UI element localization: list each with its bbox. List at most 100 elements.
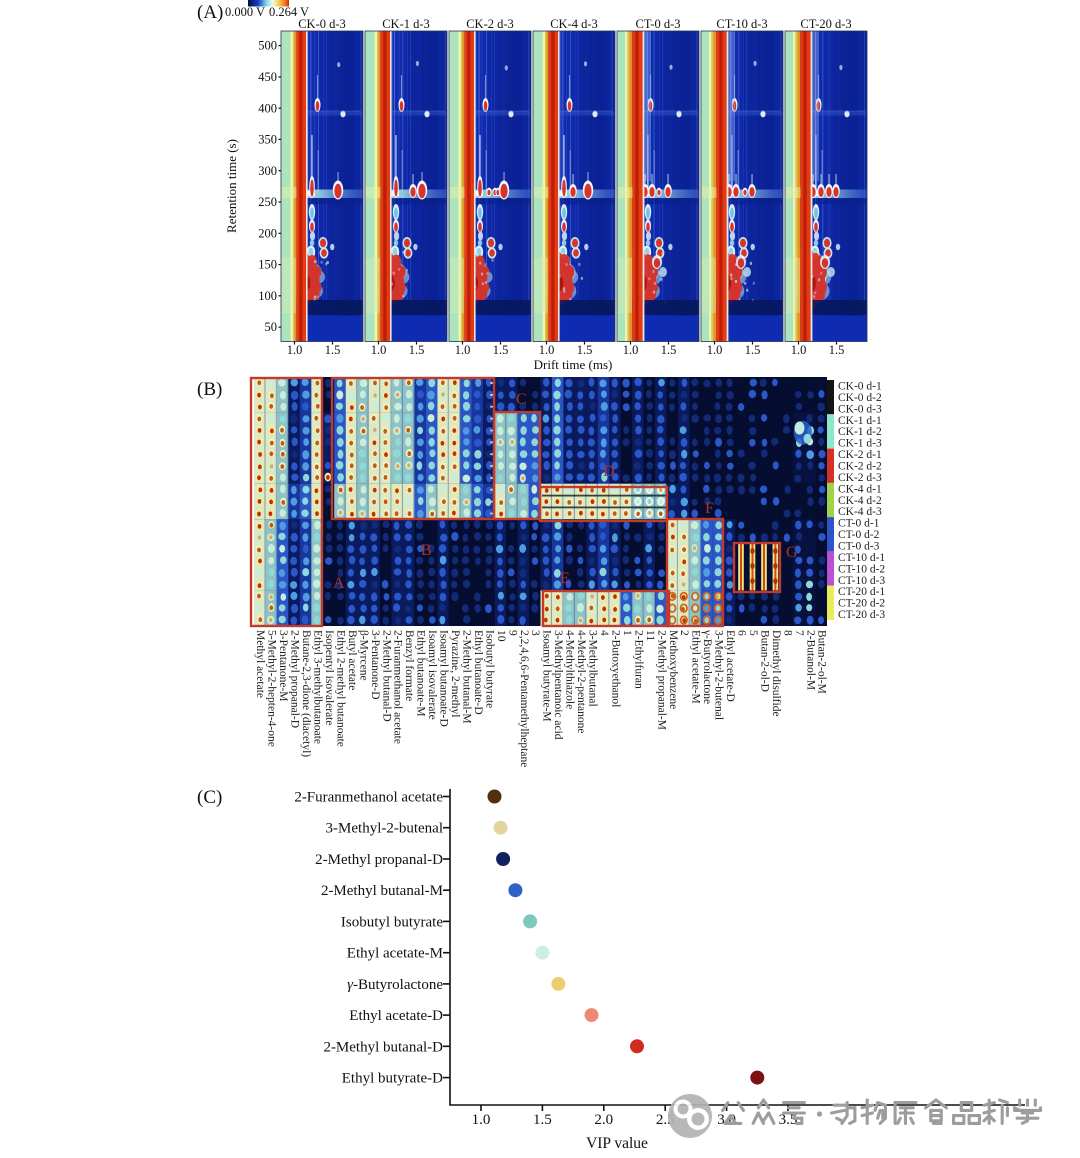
svg-text:2-Methyl propanal-M: 2-Methyl propanal-M [655,630,667,730]
svg-text:2.0: 2.0 [594,1112,613,1128]
svg-text:B: B [421,542,432,559]
svg-text:Pyrazine, 2-methyl: Pyrazine, 2-methyl [449,630,461,718]
svg-text:Retention time (s): Retention time (s) [224,139,239,233]
svg-text:1.5: 1.5 [577,343,593,357]
svg-text:6: 6 [736,630,748,636]
svg-text:1.0: 1.0 [791,343,807,357]
svg-text:200: 200 [258,226,277,240]
svg-text:1.0: 1.0 [455,343,471,357]
svg-text:CK-0 d-2: CK-0 d-2 [838,392,882,404]
svg-text:3: 3 [529,630,541,636]
svg-text:2-Methyl butanal-M: 2-Methyl butanal-M [321,883,443,899]
svg-text:E: E [560,570,570,587]
svg-text:Isoamyl butanoate-D: Isoamyl butanoate-D [438,630,450,727]
svg-text:β-Myrcene: β-Myrcene [357,630,369,681]
svg-text:2-Methyl butanal-D: 2-Methyl butanal-D [380,630,392,722]
svg-text:2,2,4,6,6-Pentamethylheptane: 2,2,4,6,6-Pentamethylheptane [518,630,530,767]
svg-text:7: 7 [793,630,805,636]
svg-text:2-Furanmethanol acetate: 2-Furanmethanol acetate [294,790,443,806]
svg-text:1.5: 1.5 [745,343,761,357]
svg-text:γ-Butyrolactone: γ-Butyrolactone [701,629,713,704]
svg-text:3-Methyl-2-butenal: 3-Methyl-2-butenal [713,630,725,720]
svg-text:CT-0 d-1: CT-0 d-1 [838,518,880,530]
svg-text:2-Butanol-M: 2-Butanol-M [804,630,816,690]
svg-text:5-Methyl-2-hepten-4-one: 5-Methyl-2-hepten-4-one [266,630,278,747]
svg-text:9: 9 [506,630,518,636]
svg-text:CK-0 d-1: CK-0 d-1 [838,381,882,393]
svg-text:Isoamyl butyrate-M: Isoamyl butyrate-M [541,630,553,722]
svg-text:3-Pentanone-D: 3-Pentanone-D [369,630,381,700]
svg-text:400: 400 [258,101,277,115]
svg-text:Benzyl formate: Benzyl formate [403,630,415,701]
svg-text:150: 150 [258,258,277,272]
svg-text:4-Methylthiazole: 4-Methylthiazole [564,630,576,709]
svg-text:(C): (C) [197,787,222,808]
svg-text:2-Methyl propanal-D: 2-Methyl propanal-D [289,630,301,728]
svg-text:CK-2 d-3: CK-2 d-3 [838,472,882,484]
svg-text:CT-20 d-2: CT-20 d-2 [838,598,885,610]
svg-text:11: 11 [644,630,656,641]
svg-text:Ethyl acetate-M: Ethyl acetate-M [347,946,443,962]
svg-text:0.264 V: 0.264 V [269,5,309,19]
svg-text:1: 1 [621,630,633,636]
svg-text:CK-1 d-3: CK-1 d-3 [382,17,430,31]
svg-text:2-Furanmethanol acetate: 2-Furanmethanol acetate [392,630,404,744]
svg-text:8: 8 [781,630,793,636]
svg-text:500: 500 [258,39,277,53]
svg-text:VIP value: VIP value [586,1135,648,1152]
svg-text:350: 350 [258,133,277,147]
svg-text:2-Butoxyethanol: 2-Butoxyethanol [610,630,622,707]
svg-text:Ethyl acetate-D: Ethyl acetate-D [349,1008,443,1024]
svg-text:CT-20 d-1: CT-20 d-1 [838,586,885,598]
svg-text:CK-2 d-2: CK-2 d-2 [838,461,882,473]
svg-text:CT-0 d-3: CT-0 d-3 [635,17,680,31]
svg-text:0.000 V: 0.000 V [225,5,265,19]
svg-text:CK-4 d-3: CK-4 d-3 [550,17,598,31]
svg-text:Ethyl butanoate-M: Ethyl butanoate-M [415,630,427,717]
svg-text:Butan-2-ol-M: Butan-2-ol-M [816,630,828,694]
svg-text:250: 250 [258,195,277,209]
svg-text:CK-4 d-1: CK-4 d-1 [838,483,882,495]
svg-text:CT-10 d-1: CT-10 d-1 [838,552,885,564]
svg-text:1.0: 1.0 [707,343,723,357]
svg-text:5: 5 [747,630,759,636]
svg-text:1.5: 1.5 [661,343,677,357]
svg-text:CT-20 d-3: CT-20 d-3 [838,609,885,621]
svg-text:1.0: 1.0 [287,343,303,357]
svg-text:CK-4 d-2: CK-4 d-2 [838,495,882,507]
svg-text:3-Methyl-2-butenal: 3-Methyl-2-butenal [326,821,443,837]
svg-text:Ethyl acetate-D: Ethyl acetate-D [724,630,736,702]
svg-text:D: D [603,463,615,480]
svg-text:3-Methylbutanal: 3-Methylbutanal [587,630,599,707]
svg-text:CT-20 d-3: CT-20 d-3 [800,17,851,31]
svg-text:1.0: 1.0 [371,343,387,357]
svg-text:γ-Butyrolactone: γ-Butyrolactone [347,977,443,993]
svg-text:1.5: 1.5 [325,343,341,357]
svg-text:1.0: 1.0 [539,343,555,357]
svg-text:CT-10 d-3: CT-10 d-3 [716,17,767,31]
svg-text:Ethyl acetate-M: Ethyl acetate-M [690,630,702,704]
svg-text:2-Methyl butanal-M: 2-Methyl butanal-M [461,630,473,724]
svg-text:Isobutyl butyrate: Isobutyl butyrate [341,914,443,930]
svg-text:Isobutyl butyrate: Isobutyl butyrate [483,630,495,708]
svg-text:(A): (A) [197,2,223,23]
svg-text:CT-0 d-3: CT-0 d-3 [838,541,880,553]
svg-text:2-Ethylfuran: 2-Ethylfuran [632,630,644,689]
svg-text:3-Pentanone-M: 3-Pentanone-M [277,630,289,702]
svg-text:CK-1 d-3: CK-1 d-3 [838,438,882,450]
svg-text:Butane-2,3-dione (diacetyl): Butane-2,3-dione (diacetyl) [300,630,312,757]
svg-text:Butyl acetate: Butyl acetate [346,630,358,690]
svg-text:CK-2 d-1: CK-2 d-1 [838,449,882,461]
svg-text:Butan-2-ol-D: Butan-2-ol-D [758,630,770,692]
svg-text:450: 450 [258,70,277,84]
svg-text:4: 4 [598,630,610,636]
svg-text:2-Methyl butanal-D: 2-Methyl butanal-D [323,1039,443,1055]
svg-text:CK-1 d-1: CK-1 d-1 [838,415,882,427]
svg-text:3-Methylpentanoic acid: 3-Methylpentanoic acid [552,630,564,740]
svg-text:4-Methyl-2-pentanone: 4-Methyl-2-pentanone [575,630,587,733]
svg-text:Methyl acetate: Methyl acetate [254,630,266,698]
svg-text:Drift time (ms): Drift time (ms) [534,357,613,372]
svg-text:2: 2 [678,630,690,636]
svg-text:Isoamyl isovalerate: Isoamyl isovalerate [426,630,438,720]
svg-text:A: A [333,575,345,592]
